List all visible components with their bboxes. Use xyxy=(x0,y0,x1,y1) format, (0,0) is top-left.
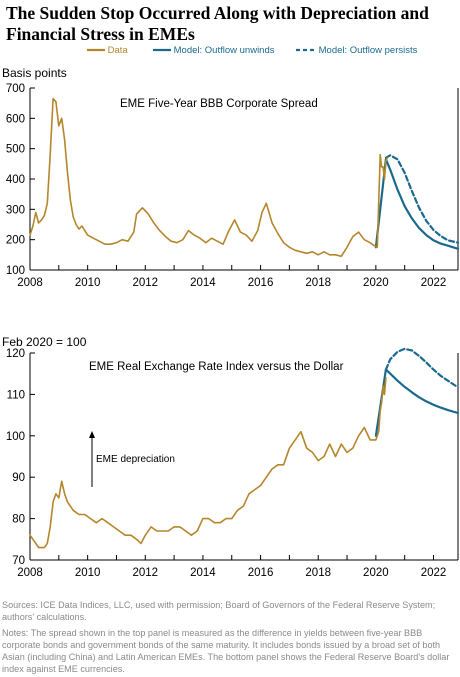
legend-item-unwinds: Model: Outflow unwinds xyxy=(153,45,275,56)
x-tick-label: 2020 xyxy=(363,277,389,289)
legend-swatch-persists xyxy=(296,49,316,52)
legend-label-data: Data xyxy=(107,45,128,56)
exchange-rate-chart: 70 80 90 100 110 120 2008 2010 2012 2014 2016 2018 2… xyxy=(6,347,460,579)
y-tick-label: 200 xyxy=(6,235,25,247)
x-tick-label: 2018 xyxy=(305,567,331,579)
legend-swatch-unwinds xyxy=(153,49,171,52)
notes: Notes: The spread shown in the top panel… xyxy=(2,628,450,674)
y-tick-label: 120 xyxy=(6,348,25,360)
y-tick-label: 70 xyxy=(12,555,25,567)
x-tick-label: 2014 xyxy=(190,277,216,289)
model-persists-line xyxy=(384,154,460,244)
annotation-label: EME depreciation xyxy=(96,454,175,465)
x-tick-label: 2014 xyxy=(190,567,216,579)
panel-title: EME Real Exchange Rate Index versus the … xyxy=(89,361,344,373)
legend-item-persists: Model: Outflow persists xyxy=(296,45,417,56)
legend-item-data: Data xyxy=(87,45,128,56)
legend-label-persists: Model: Outflow persists xyxy=(318,45,418,56)
chart-title: The Sudden Stop Occurred Along with Depr… xyxy=(6,3,429,44)
model-persists-line xyxy=(384,347,460,389)
y-tick-label: 500 xyxy=(6,144,25,156)
x-tick-label: 2012 xyxy=(132,277,158,289)
x-tick-label: 2016 xyxy=(248,277,274,289)
y-tick-label: 300 xyxy=(6,204,25,216)
top-panel-unit-label: Basis points xyxy=(2,66,67,80)
source-note: Sources: ICE Data Indices, LLC, used wit… xyxy=(2,600,436,622)
y-tick-label: 100 xyxy=(6,431,25,443)
y-tick-label: 90 xyxy=(12,472,25,484)
model-unwinds-line xyxy=(374,158,460,250)
y-tick-label: 80 xyxy=(12,514,25,526)
x-tick-label: 2010 xyxy=(75,277,101,289)
x-tick-label: 2016 xyxy=(248,567,274,579)
model-unwinds-line xyxy=(374,368,460,437)
x-tick-label: 2010 xyxy=(75,567,101,579)
x-tick-label: 2012 xyxy=(132,567,158,579)
x-tick-label: 2018 xyxy=(305,277,331,289)
legend: Data Model: Outflow unwinds Model: Outfl… xyxy=(0,45,460,59)
x-tick-label: 2020 xyxy=(363,567,389,579)
y-tick-label: 400 xyxy=(6,174,25,186)
depreciation-arrow-head xyxy=(89,431,95,438)
spread-chart: 100 200 300 400 500 600 700 2008 2010 2012 2014 201… xyxy=(6,83,460,289)
panel-title: EME Five-Year BBB Corporate Spread xyxy=(120,98,318,110)
legend-label-unwinds: Model: Outflow unwinds xyxy=(173,45,275,56)
y-tick-label: 110 xyxy=(7,389,25,401)
y-tick-label: 100 xyxy=(6,265,25,277)
x-tick-label: 2022 xyxy=(421,277,447,289)
x-tick-label: 2022 xyxy=(421,567,447,579)
y-tick-label: 600 xyxy=(6,113,25,125)
x-tick-label: 2008 xyxy=(17,567,43,579)
data-line xyxy=(29,97,389,258)
data-line xyxy=(29,376,387,549)
legend-swatch-data xyxy=(87,49,105,52)
x-tick-label: 2008 xyxy=(17,277,43,289)
y-tick-label: 700 xyxy=(6,83,25,95)
bottom-panel-unit-label: Feb 2020 = 100 xyxy=(2,335,87,349)
